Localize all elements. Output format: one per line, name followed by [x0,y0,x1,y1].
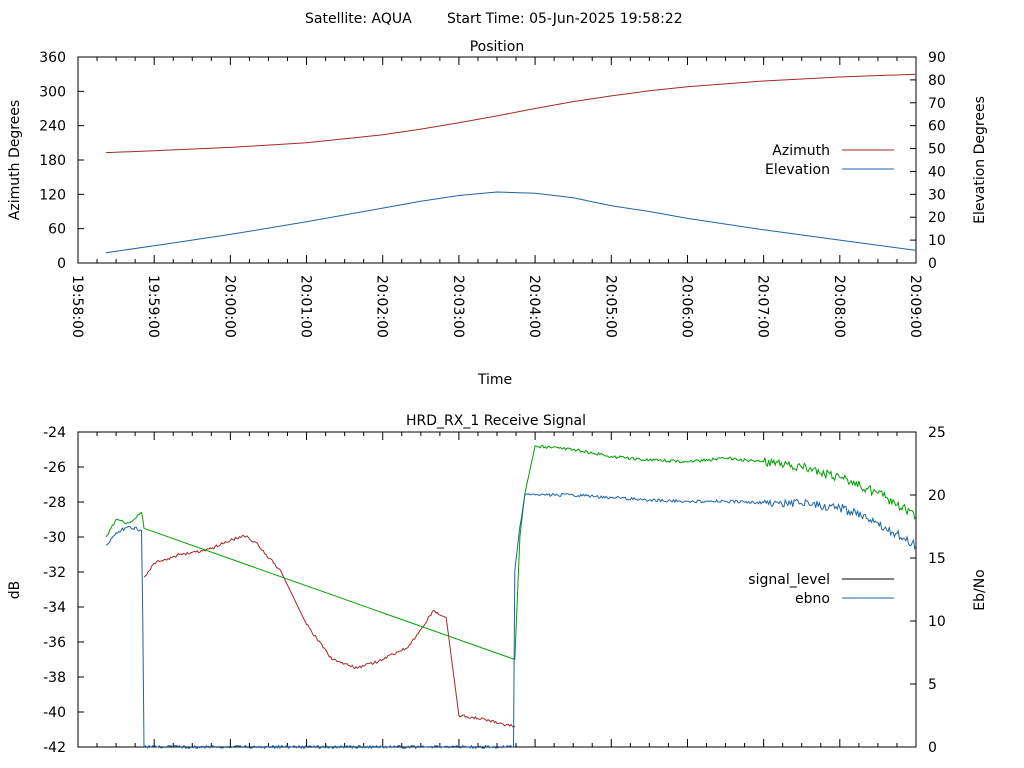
y-tick-label: -38 [43,670,66,686]
series-line-Azimuth [105,73,917,154]
y2-tick-label: 10 [928,614,946,630]
position-chart-title: Position [470,39,525,55]
y2-tick-label: 30 [928,187,946,203]
x-tick-label: 20:04:00 [526,275,542,338]
y2-tick-label: 80 [928,73,946,89]
y2-tick-label: 15 [928,551,946,567]
y2-tick-label: 90 [928,50,946,66]
y2-tick-label: 25 [928,425,946,441]
y-tick-label: -24 [43,425,66,441]
series-line-Elevation [105,191,917,254]
y2-tick-label: 40 [928,164,946,180]
y-tick-label: -28 [43,495,66,511]
signal-plot-frame [77,431,917,748]
y-tick-label: 120 [39,187,66,203]
position-y-axis-label: Azimuth Degrees [7,100,23,220]
y-tick-label: -34 [43,600,66,616]
signal-chart-title: HRD_RX_1 Receive Signal [406,413,586,429]
y-tick-label: -42 [43,740,66,756]
series-line-series-0 [143,534,516,729]
satellite-label: Satellite: AQUA [305,11,412,27]
position-chart: Position 0 60 120 180 240 300 360 0 10 20 30 40 50 60… [7,39,988,388]
y-tick-label: 0 [57,256,66,272]
y2-tick-label: 50 [928,142,946,158]
signal-y-axis-label: dB [7,581,23,600]
legend-label: Azimuth [772,143,830,159]
x-tick-label: 20:07:00 [755,275,771,338]
x-tick-label: 19:59:00 [145,275,161,338]
y-tick-label: 240 [39,119,66,135]
x-tick-label: 20:03:00 [450,275,466,338]
x-tick-label: 20:08:00 [831,275,847,338]
y-tick-label: -30 [43,530,66,546]
x-tick-label: 20:06:00 [678,275,694,338]
x-tick-label: 20:09:00 [907,275,923,338]
y2-tick-label: 10 [928,233,946,249]
signal-y2-axis-label: Eb/No [972,569,988,611]
y2-tick-label: 0 [928,256,937,272]
y-tick-label: -40 [43,705,66,721]
legend-label: Elevation [765,162,830,178]
y2-tick-label: 5 [928,677,937,693]
series-line-ebno [105,492,917,750]
y-tick-label: 180 [39,153,66,169]
y-tick-label: 300 [39,84,66,100]
legend-label: ebno [795,591,830,607]
y2-tick-label: 20 [928,488,946,504]
x-tick-label: 20:00:00 [221,275,237,338]
y-tick-label: -36 [43,635,66,651]
y-tick-label: 60 [48,222,66,238]
y2-tick-label: 0 [928,740,937,756]
x-tick-label: 20:02:00 [374,275,390,338]
y-tick-label: 360 [39,50,66,66]
position-plot-frame [77,56,917,264]
y2-tick-label: 20 [928,210,946,226]
x-tick-label: 19:58:00 [69,275,85,338]
series-line-series-1 [105,444,917,661]
position-x-axis-label: Time [477,372,512,388]
signal-chart: HRD_RX_1 Receive Signal -42 -40 -38 -36 -34 -… [7,413,988,756]
x-tick-label: 20:01:00 [298,275,314,338]
y-tick-label: -26 [43,460,66,476]
legend-label: signal_level [748,572,830,588]
x-tick-label: 20:05:00 [602,275,618,338]
y2-tick-label: 70 [928,96,946,112]
start-time-label: Start Time: 05-Jun-2025 19:58:22 [447,11,683,27]
position-y2-axis-label: Elevation Degrees [972,96,988,224]
y-tick-label: -32 [43,565,66,581]
y2-tick-label: 60 [928,119,946,135]
